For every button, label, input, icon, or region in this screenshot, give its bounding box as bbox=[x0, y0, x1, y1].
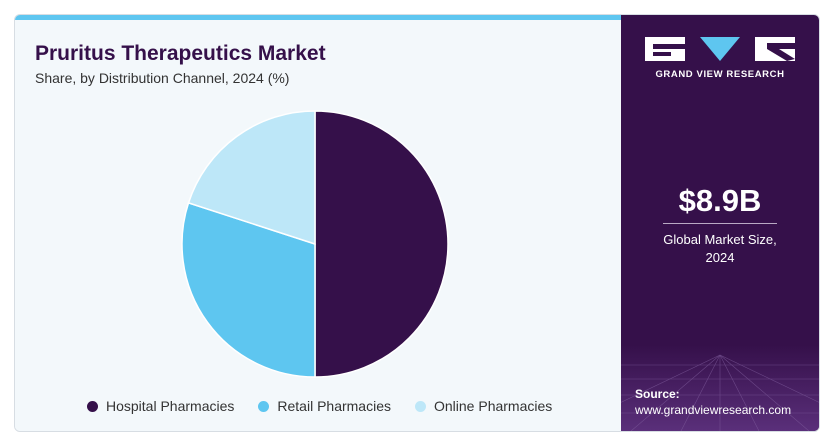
legend-swatch bbox=[258, 400, 270, 412]
market-size-label-line1: Global Market Size, bbox=[663, 232, 777, 247]
chart-area: Pruritus Therapeutics Market Share, by D… bbox=[15, 20, 621, 431]
legend-label: Online Pharmacies bbox=[434, 398, 553, 414]
chart-subtitle: Share, by Distribution Channel, 2024 (%) bbox=[35, 70, 290, 86]
pie-slice-retail-pharmacies bbox=[181, 201, 316, 378]
legend-swatch bbox=[87, 400, 98, 412]
decorative-grid bbox=[621, 345, 819, 431]
divider bbox=[663, 223, 777, 224]
legend-label: Hospital Pharmacies bbox=[106, 398, 235, 414]
market-size-value: $8.9B bbox=[678, 183, 762, 218]
legend: Hospital Pharmacies Retail Pharmacies Onli… bbox=[87, 398, 576, 414]
chart-card: Pruritus Therapeutics Market Share, by D… bbox=[14, 14, 820, 432]
pie-slice-online-pharmacies bbox=[187, 110, 316, 246]
pie-slice-hospital-pharmacies bbox=[314, 110, 449, 378]
legend-label: Retail Pharmacies bbox=[277, 398, 391, 414]
source-label: Source: bbox=[635, 387, 680, 401]
chart-title: Pruritus Therapeutics Market bbox=[35, 42, 326, 65]
market-size-label-line2: 2024 bbox=[705, 250, 735, 265]
info-panel: GRAND VIEW RESEARCH $8.9B Global Market … bbox=[621, 15, 819, 431]
brand-name: GRAND VIEW RESEARCH bbox=[655, 69, 785, 80]
legend-item-online-pharmacies: Online Pharmacies bbox=[415, 398, 552, 414]
accent-bar bbox=[15, 15, 621, 20]
market-size-label: Global Market Size, 2024 bbox=[621, 231, 819, 267]
pie-chart bbox=[181, 110, 449, 378]
legend-item-hospital-pharmacies: Hospital Pharmacies bbox=[87, 398, 234, 414]
legend-swatch bbox=[415, 400, 426, 412]
source-url[interactable]: www.grandviewresearch.com bbox=[635, 403, 792, 417]
grand-view-research-logo bbox=[645, 37, 795, 61]
legend-item-retail-pharmacies: Retail Pharmacies bbox=[258, 398, 391, 414]
